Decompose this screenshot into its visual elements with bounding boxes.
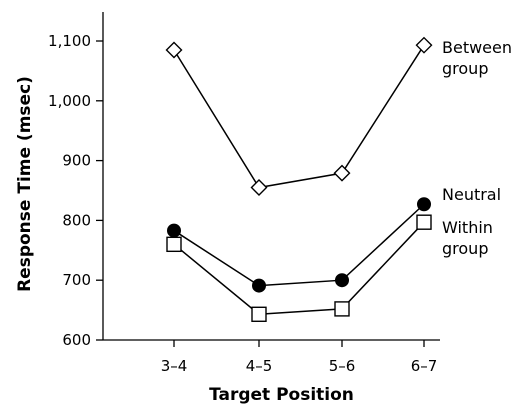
y-tick-label: 1,100 bbox=[48, 32, 91, 50]
y-tick-label: 1,000 bbox=[48, 92, 91, 110]
circle-marker bbox=[167, 223, 181, 238]
series-line bbox=[173, 221, 425, 316]
circle-marker bbox=[335, 273, 349, 288]
diamond-marker bbox=[415, 36, 433, 54]
series-line bbox=[173, 203, 425, 287]
axes bbox=[102, 12, 440, 341]
y-ticks: 600 700 800 900 1,000 1,100 bbox=[48, 32, 103, 349]
diamond-marker bbox=[250, 179, 268, 196]
circle-marker bbox=[252, 278, 266, 293]
x-tick-label: 4–5 bbox=[246, 357, 273, 375]
series-label: Neutral bbox=[442, 185, 501, 204]
series: Between group Neutral Within group bbox=[165, 36, 512, 322]
circle-marker bbox=[417, 197, 431, 212]
square-marker bbox=[416, 214, 432, 230]
y-tick-label: 600 bbox=[62, 331, 91, 349]
series-label: Within bbox=[442, 218, 493, 237]
x-axis-title: Target Position bbox=[209, 385, 354, 405]
square-marker bbox=[251, 306, 267, 322]
y-axis-title: Response Time (msec) bbox=[15, 76, 35, 292]
x-tick-label: 6–7 bbox=[411, 357, 438, 375]
y-tick-label: 900 bbox=[62, 152, 91, 170]
series-neutral: Neutral bbox=[167, 185, 501, 293]
x-ticks: 3–4 4–5 5–6 6–7 bbox=[161, 340, 438, 375]
series-label: group bbox=[442, 239, 488, 258]
square-marker bbox=[166, 236, 182, 253]
series-within-group: Within group bbox=[166, 214, 493, 322]
square-marker bbox=[334, 301, 350, 317]
series-label: Between bbox=[442, 38, 512, 57]
diamond-marker bbox=[165, 41, 183, 59]
x-tick-label: 5–6 bbox=[329, 357, 356, 375]
series-line bbox=[173, 44, 425, 189]
series-between-group: Between group bbox=[165, 36, 512, 196]
series-label: group bbox=[442, 59, 488, 78]
y-tick-label: 800 bbox=[62, 211, 91, 229]
diamond-marker bbox=[333, 164, 351, 182]
x-tick-label: 3–4 bbox=[161, 357, 188, 375]
y-tick-label: 700 bbox=[62, 271, 91, 289]
